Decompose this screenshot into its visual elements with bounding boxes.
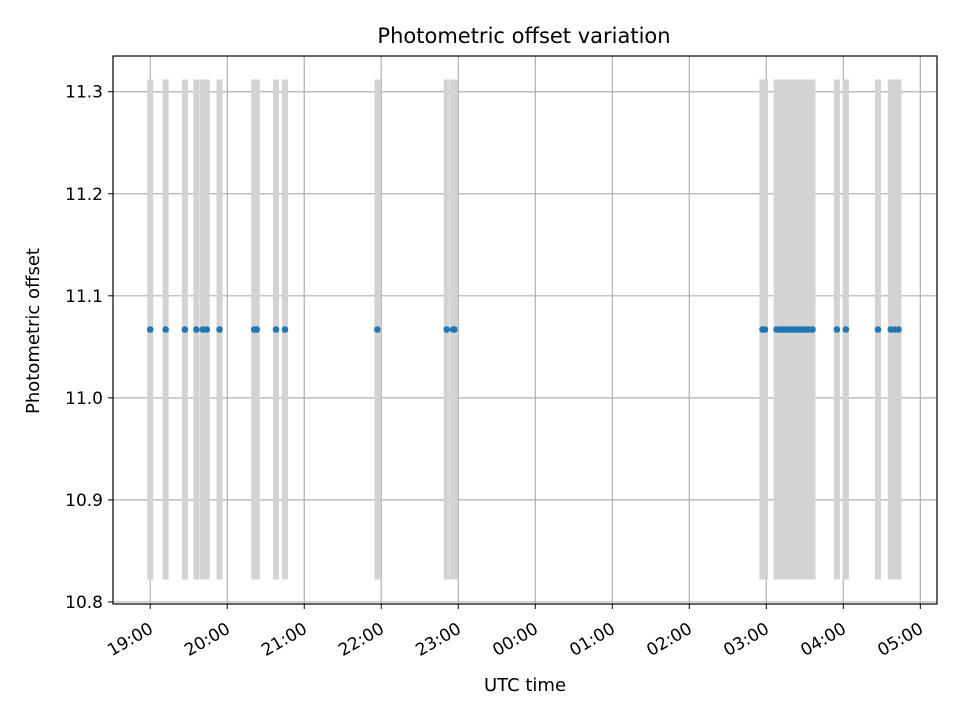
data-point [833, 326, 841, 333]
data-point [146, 326, 154, 333]
y-tick-label: 11.2 [65, 185, 103, 205]
y-tick-label: 11.0 [65, 389, 103, 409]
data-point [842, 326, 850, 333]
y-tick-label: 10.9 [65, 491, 103, 511]
x-tick-label: 00:00 [489, 619, 541, 661]
y-tick-label: 11.3 [65, 83, 103, 103]
data-point [216, 326, 223, 333]
x-tick-label: 01:00 [566, 619, 618, 661]
y-axis: 10.8 10.9 11.0 11.1 11.2 11.3 [65, 83, 113, 613]
x-tick-label: 22:00 [335, 619, 387, 661]
data-point [451, 326, 458, 333]
y-tick-label: 11.1 [65, 287, 103, 307]
data-point [193, 326, 200, 333]
x-tick-label: 03:00 [720, 619, 772, 661]
chart-title: Photometric offset variation [377, 24, 670, 48]
x-axis-label: UTC time [484, 675, 566, 696]
x-axis: 19:00 20:00 21:00 22:00 23:00 00:00 01:00 02:00… [104, 604, 927, 661]
data-point [443, 326, 451, 333]
data-point [809, 326, 816, 333]
y-axis-label: Photometric offset [23, 248, 44, 414]
data-points [146, 326, 902, 333]
data-point [272, 326, 280, 333]
data-point [895, 326, 902, 333]
x-tick-label: 05:00 [874, 619, 926, 661]
x-tick-label: 21:00 [258, 619, 310, 661]
data-point [374, 326, 381, 333]
data-point [253, 326, 261, 333]
plot-frame [112, 55, 938, 605]
x-tick-label: 20:00 [181, 619, 233, 661]
x-tick-label: 19:00 [104, 619, 156, 661]
x-tick-label: 02:00 [643, 619, 695, 661]
x-tick-label: 23:00 [412, 619, 464, 661]
data-point [203, 326, 210, 333]
x-tick-label: 04:00 [797, 619, 849, 661]
data-point [874, 326, 882, 333]
data-point [281, 326, 289, 333]
data-point [181, 326, 189, 333]
data-point [761, 326, 769, 333]
y-tick-label: 10.8 [65, 593, 103, 613]
data-point [162, 326, 169, 333]
